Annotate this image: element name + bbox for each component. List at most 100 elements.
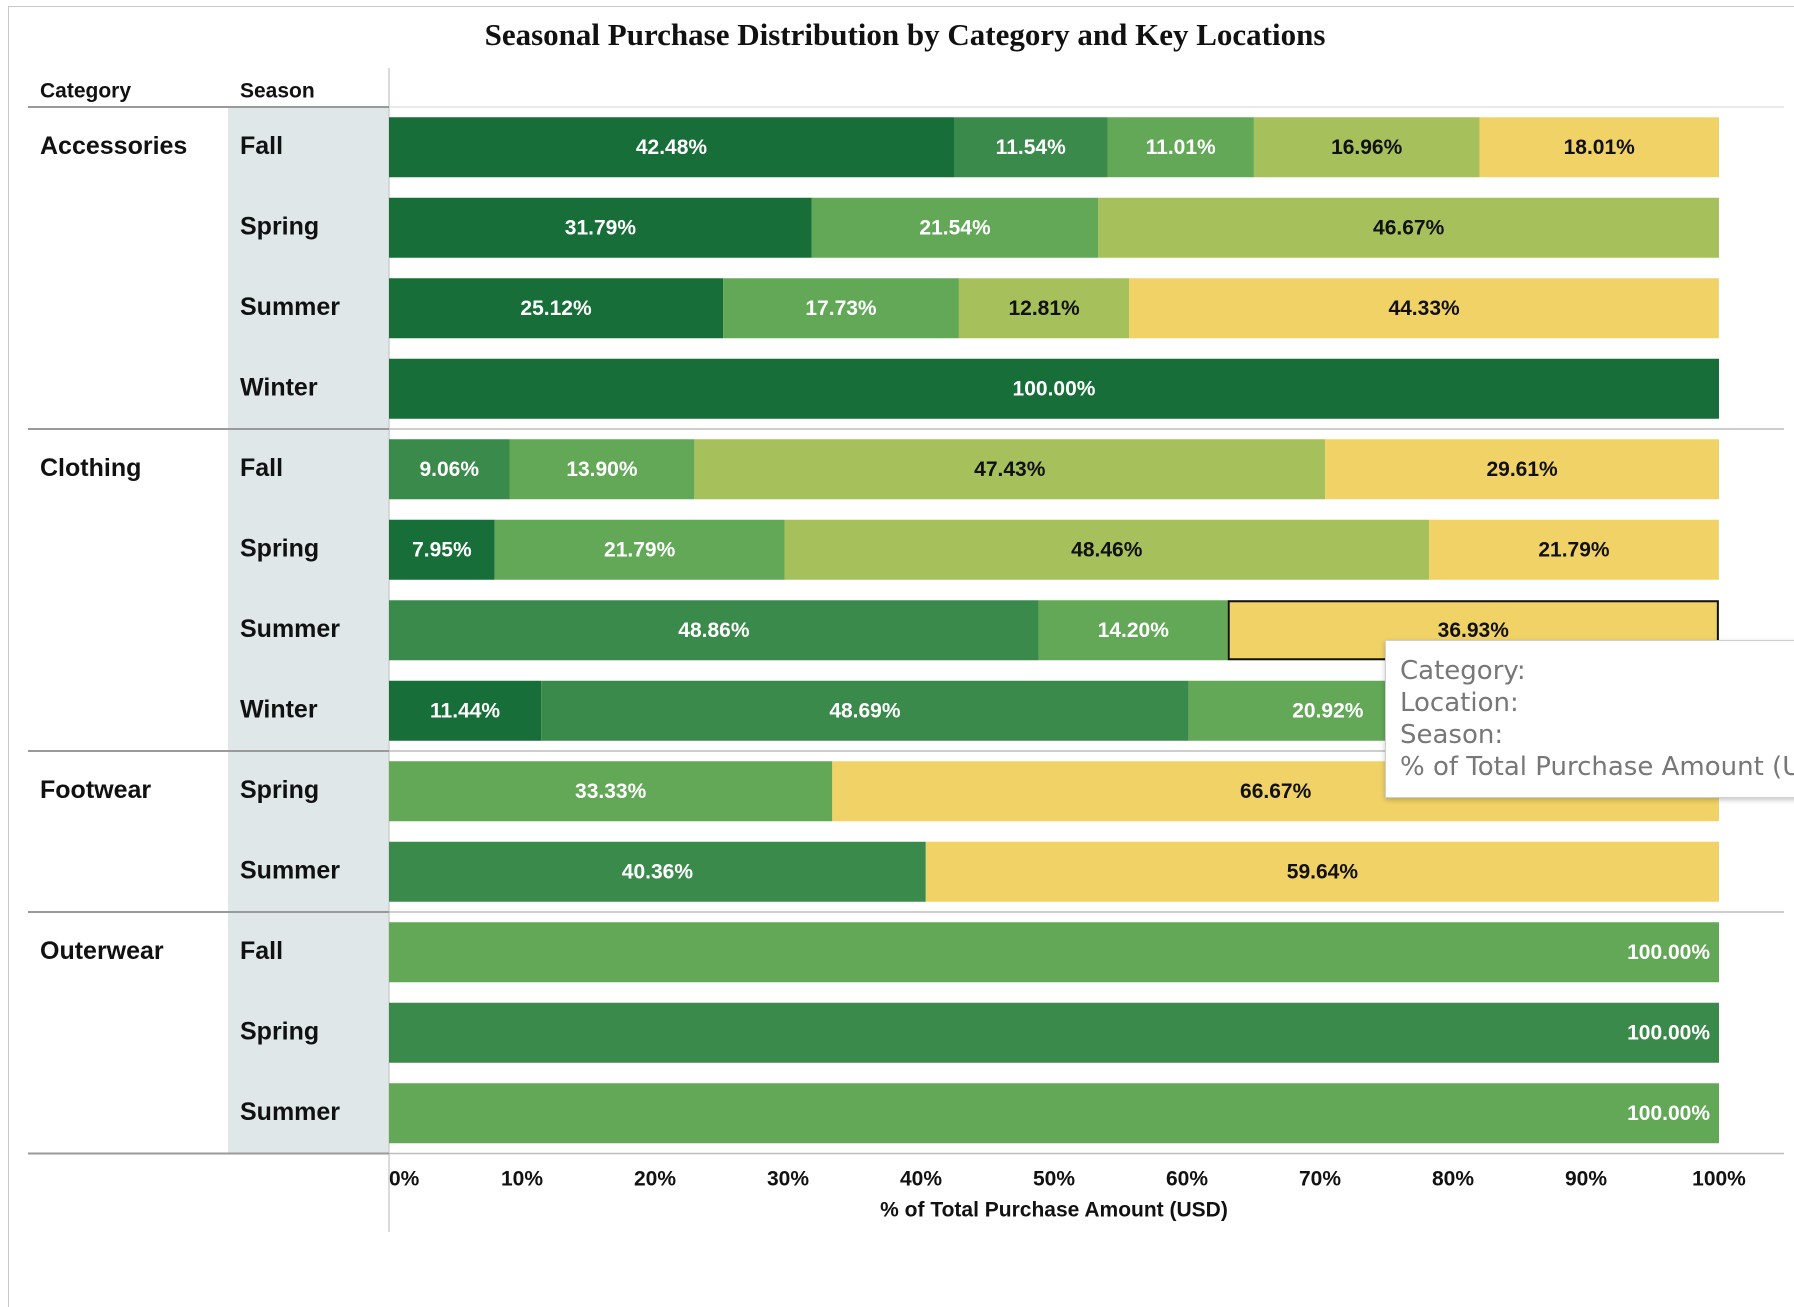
chart-frame [8, 6, 1794, 1307]
hover-tooltip: Category: Location: Season: % of Total P… [1385, 640, 1794, 798]
bar-segment[interactable] [1129, 278, 1719, 339]
x-tick-label: 90% [1565, 1168, 1607, 1191]
season-label: Spring [240, 212, 319, 240]
data-label: 14.20% [1098, 619, 1170, 642]
data-label: 31.79% [565, 216, 637, 239]
bar-segment[interactable] [389, 519, 495, 580]
season-label: Spring [240, 534, 319, 562]
data-label: 29.61% [1486, 458, 1558, 481]
bar-segment[interactable] [494, 519, 785, 580]
x-tick-label: 10% [501, 1168, 543, 1191]
data-label: 21.79% [1538, 538, 1610, 561]
bar-segment[interactable] [389, 761, 833, 822]
season-label: Fall [240, 454, 283, 482]
data-label: 48.46% [1071, 538, 1143, 561]
data-label: 18.01% [1564, 136, 1636, 159]
tooltip-category-label: Category: [1400, 656, 1526, 686]
category-label-outerwear: Outerwear [40, 937, 164, 965]
header-category: Category [40, 80, 131, 103]
data-label: 25.12% [520, 297, 592, 320]
bar-segment[interactable] [1429, 519, 1719, 580]
season-label: Summer [240, 293, 340, 321]
bar-segment[interactable] [509, 439, 695, 500]
season-label: Spring [240, 1017, 319, 1045]
data-label: 48.86% [678, 619, 750, 642]
bar-segment[interactable] [389, 1002, 1719, 1063]
bar-segment[interactable] [389, 922, 1719, 983]
data-label: 21.54% [919, 216, 991, 239]
season-label: Summer [240, 1098, 340, 1126]
bar-segment[interactable] [1325, 439, 1719, 500]
bar-segment[interactable] [958, 278, 1130, 339]
bar-segment[interactable] [389, 439, 510, 500]
x-tick-label: 40% [900, 1168, 942, 1191]
bar-segment[interactable] [784, 519, 1430, 580]
bar-segment[interactable] [389, 600, 1039, 661]
bar-segment[interactable] [953, 117, 1108, 178]
x-tick-label: 100% [1692, 1168, 1746, 1191]
data-label: 36.93% [1438, 619, 1510, 642]
bar-segment[interactable] [541, 680, 1189, 741]
data-label: 17.73% [805, 297, 877, 320]
data-label: 7.95% [412, 538, 472, 561]
data-label: 44.33% [1388, 297, 1460, 320]
season-label: Spring [240, 776, 319, 804]
bar-segment[interactable] [1098, 197, 1719, 258]
data-label: 100.00% [1627, 1102, 1710, 1125]
stacked-bar-chart: Seasonal Purchase Distribution by Catego… [28, 17, 1784, 1232]
data-label: 47.43% [974, 458, 1046, 481]
x-tick-label: 80% [1432, 1168, 1474, 1191]
bar-segment[interactable] [389, 358, 1719, 419]
bar-segment[interactable] [389, 117, 954, 178]
season-label: Fall [240, 132, 283, 160]
data-label: 9.06% [419, 458, 479, 481]
data-label: 20.92% [1292, 699, 1364, 722]
data-label: 100.00% [1627, 941, 1710, 964]
data-label: 12.81% [1008, 297, 1080, 320]
data-label: 59.64% [1287, 860, 1359, 883]
x-tick-label: 20% [634, 1168, 676, 1191]
data-label: 11.54% [996, 136, 1066, 159]
data-label: 46.67% [1373, 216, 1445, 239]
data-label: 33.33% [575, 780, 647, 803]
bar-segment[interactable] [1107, 117, 1254, 178]
data-label: 13.90% [566, 458, 638, 481]
x-tick-label: 30% [767, 1168, 809, 1191]
bar-segment[interactable] [811, 197, 1099, 258]
bar-segment[interactable] [723, 278, 959, 339]
x-tick-label: 70% [1299, 1168, 1341, 1191]
bar-segment[interactable] [389, 680, 542, 741]
data-label: 21.79% [604, 538, 676, 561]
data-label: 100.00% [1627, 1021, 1710, 1044]
season-label: Winter [240, 373, 318, 401]
bar-segment[interactable] [1253, 117, 1480, 178]
tooltip-location-label: Location: [1400, 688, 1519, 718]
season-label: Summer [240, 856, 340, 884]
season-label: Winter [240, 695, 318, 723]
x-tick-label: 50% [1033, 1168, 1075, 1191]
category-label-clothing: Clothing [40, 454, 141, 482]
data-label: 100.00% [1013, 377, 1096, 400]
season-label: Summer [240, 615, 340, 643]
data-label: 11.01% [1146, 136, 1216, 159]
bar-segment[interactable] [694, 439, 1326, 500]
bar-segment[interactable] [1038, 600, 1228, 661]
data-label: 42.48% [636, 136, 708, 159]
season-label: Fall [240, 937, 283, 965]
bar-segment[interactable] [1479, 117, 1719, 178]
bar-segment[interactable] [389, 278, 724, 339]
bar-segment[interactable] [389, 841, 926, 902]
tooltip-season-label: Season: [1400, 720, 1504, 750]
category-label-accessories: Accessories [40, 132, 187, 160]
data-label: 11.44% [430, 699, 500, 722]
header-season: Season [240, 80, 315, 103]
x-tick-label: 60% [1166, 1168, 1208, 1191]
data-label: 66.67% [1240, 780, 1312, 803]
data-label: 48.69% [829, 699, 901, 722]
bar-segment[interactable] [389, 1083, 1719, 1144]
data-label: 16.96% [1331, 136, 1403, 159]
bar-segment[interactable] [389, 197, 812, 258]
x-tick-label: 0% [389, 1168, 420, 1191]
bar-segment[interactable] [925, 841, 1719, 902]
tooltip-measure-label: % of Total Purchase Amount (USD) [1400, 752, 1794, 782]
